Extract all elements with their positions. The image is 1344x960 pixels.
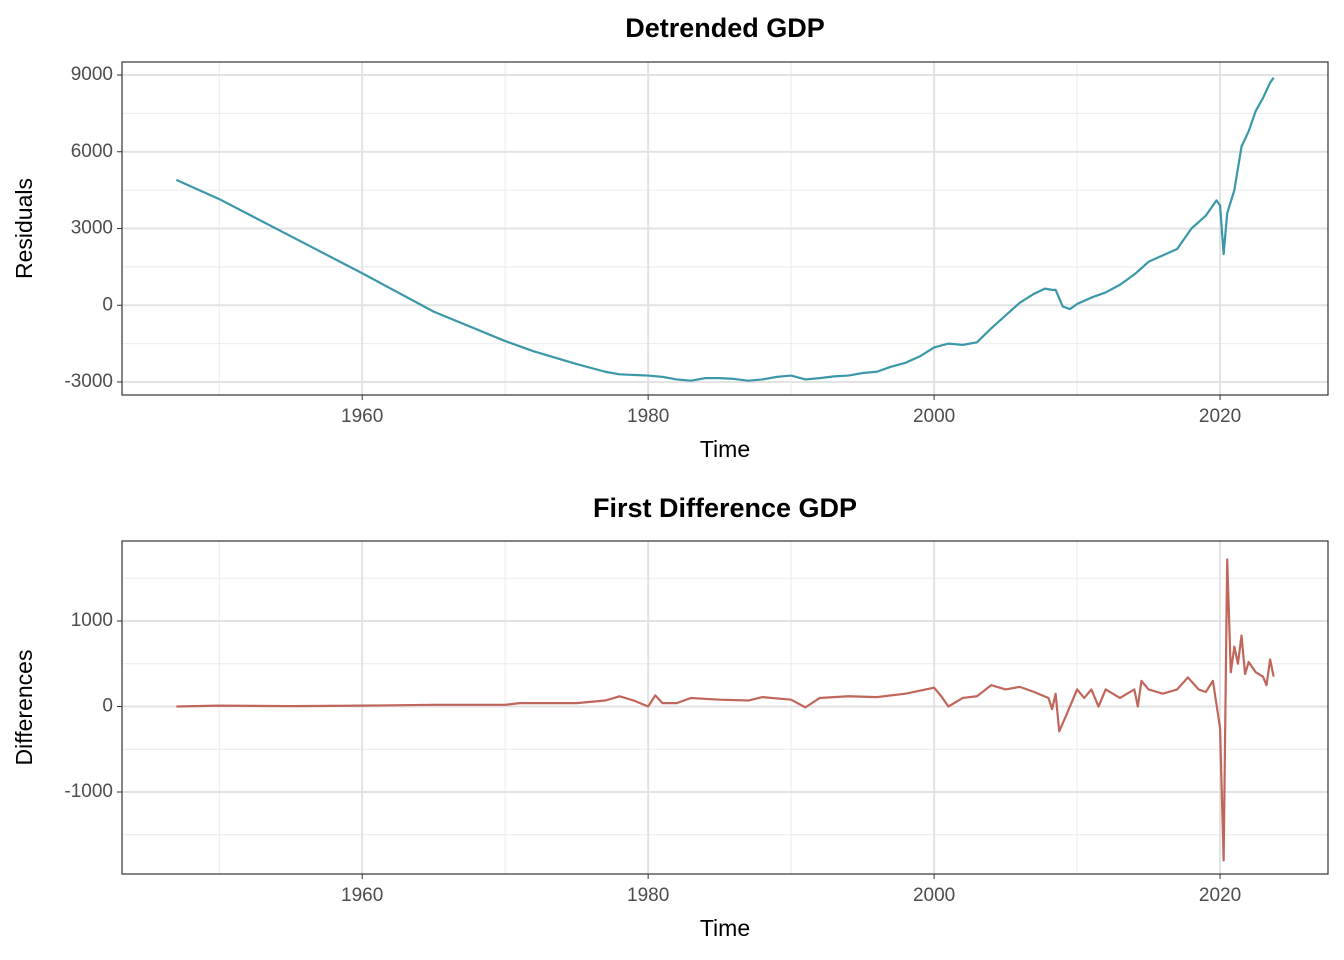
x-tick-label: 1960 [341, 406, 383, 427]
x-tick-label: 1980 [627, 406, 669, 427]
x-tick-label: 2000 [913, 885, 955, 906]
x-tick-label: 1980 [627, 885, 669, 906]
y-tick-label: -3000 [64, 371, 113, 392]
y-tick-label: 9000 [71, 64, 113, 85]
x-tick-label: 2020 [1199, 406, 1241, 427]
chart-title: First Difference GDP [593, 493, 857, 523]
y-axis-title: Differences [11, 650, 37, 766]
y-tick-label: 3000 [71, 218, 113, 239]
x-tick-label: 1960 [341, 885, 383, 906]
data-line [175, 76, 1275, 382]
y-tick-label: 0 [102, 696, 113, 717]
x-tick-label: 2020 [1199, 885, 1241, 906]
y-tick-label: 6000 [71, 141, 113, 162]
x-tick-label: 2000 [913, 406, 955, 427]
y-tick-label: -1000 [64, 781, 113, 802]
x-axis-title: Time [700, 436, 750, 462]
plot-border [121, 61, 1329, 396]
data-line [176, 558, 1275, 862]
y-tick-label: 1000 [71, 610, 113, 631]
plot-border [121, 540, 1329, 875]
x-axis-title: Time [700, 915, 750, 941]
y-tick-label: 0 [102, 294, 113, 315]
y-axis-title: Residuals [11, 178, 37, 279]
chart-title: Detrended GDP [625, 13, 825, 43]
